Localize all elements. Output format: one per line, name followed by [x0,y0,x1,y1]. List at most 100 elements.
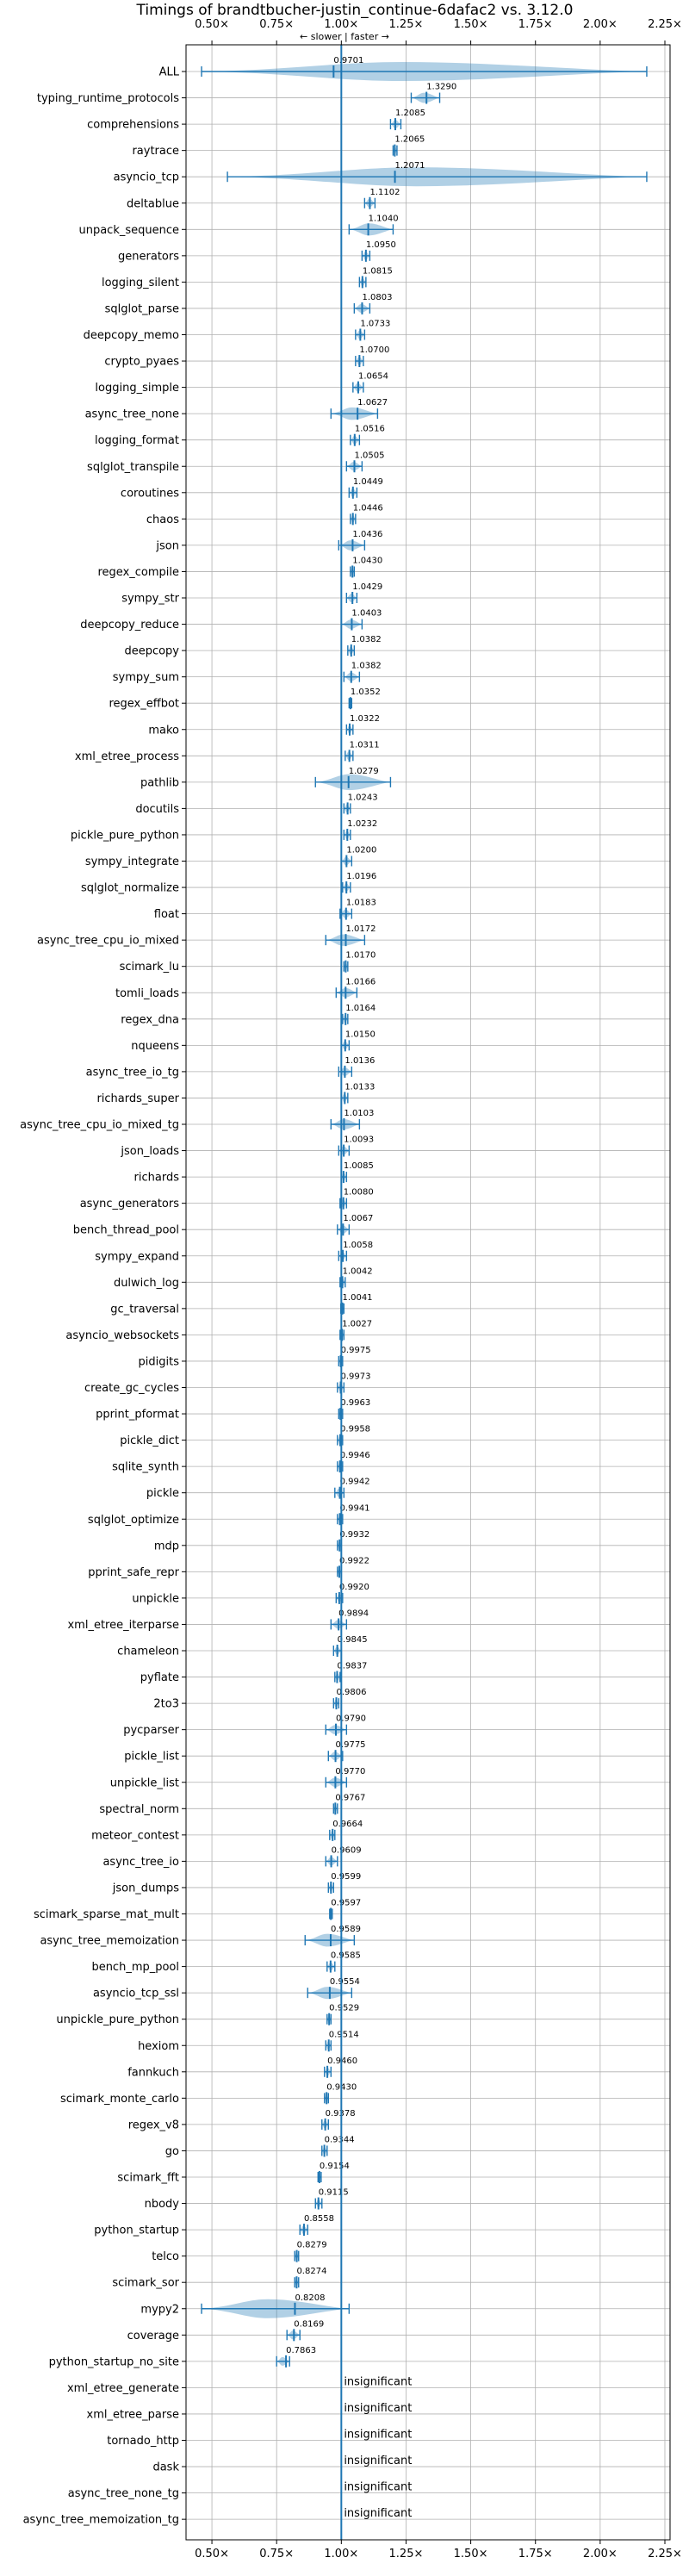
benchmark-label: regex_effbot [109,698,179,711]
benchmark-label: mako [148,724,179,737]
value-label: 0.9958 [340,1425,370,1434]
benchmark-label: async_tree_cpu_io_mixed [37,935,179,948]
value-label: 1.0170 [345,951,376,961]
value-label: 0.9920 [339,1583,369,1592]
value-label: 0.7863 [286,2346,316,2355]
y-axis-labels: ALL typing_runtime_protocols comprehension… [20,66,186,2527]
benchmark-label: mypy2 [140,2303,179,2316]
value-label: 1.0183 [346,899,376,908]
benchmark-label: 2to3 [153,1698,179,1711]
benchmark-label: mdp [154,1540,179,1552]
benchmark-label: docutils [135,803,179,816]
benchmark-label: python_startup_no_site [49,2355,179,2368]
value-label: 1.0322 [350,714,380,724]
benchmark-label: json_loads [120,1145,179,1158]
value-label: 1.0103 [344,1109,374,1118]
benchmark-label: asyncio_websockets [65,1329,179,1342]
value-label: 1.0815 [363,266,393,276]
x-tick-label-top: 0.50× [195,18,229,31]
value-label: 1.0654 [358,372,388,382]
x-tick-label-bottom: 1.00× [324,2548,358,2560]
benchmark-label: python_startup [94,2224,179,2237]
benchmark-label: scimark_fft [117,2172,179,2185]
benchmark-label: tomli_loads [115,987,179,1000]
grid-lines [186,45,670,2540]
value-label: 0.9585 [331,1951,361,1961]
x-tick-label-top: 1.75× [518,18,553,31]
plot-frame [185,44,671,2541]
value-label: 1.3290 [426,83,456,92]
benchmark-label: async_tree_cpu_io_mixed_tg [20,1119,179,1132]
benchmark-label: gc_traversal [110,1303,179,1316]
benchmark-label: richards_super [96,1092,179,1105]
value-label: 0.9806 [336,1688,366,1697]
value-label: 0.9946 [340,1451,370,1460]
x-tick-label-bottom: 2.00× [583,2548,618,2560]
benchmark-label: hexiom [138,2040,179,2053]
value-label: 1.0172 [345,924,376,934]
benchmark-label: sqlglot_normalize [81,882,179,895]
value-label: 1.0042 [343,1266,373,1276]
value-label: 1.0429 [352,582,382,592]
value-label: 1.0133 [344,1082,375,1092]
benchmark-label: logging_silent [102,277,179,289]
benchmark-label: asyncio_tcp_ssl [93,1988,179,2000]
value-label: 1.0803 [362,293,392,302]
benchmark-label: chaos [146,513,179,526]
benchmark-label: pycparser [123,1724,179,1737]
benchmark-label: pickle_list [124,1751,179,1764]
benchmark-label: bench_mp_pool [91,1961,179,1974]
benchmark-label: raytrace [132,145,179,158]
benchmark-label: logging_format [95,434,179,447]
x-axis-top: 0.50× 0.75× 1.00× 1.25× 1.50× 1.75× 2.00× 2.25× [195,18,682,45]
value-label: 1.0449 [353,477,383,487]
benchmark-label: telco [152,2250,179,2263]
value-label: 0.9599 [331,1872,361,1882]
value-label: 0.9514 [329,2030,359,2039]
value-label: 1.2071 [395,161,425,171]
value-label: 1.0058 [343,1241,373,1250]
benchmark-label: regex_dna [121,1013,179,1026]
benchmark-label: logging_simple [95,382,179,395]
value-label: 1.2085 [395,109,425,118]
x-tick-label-bottom: 0.50× [195,2548,229,2560]
value-label: 0.9344 [325,2135,355,2144]
benchmark-label: chameleon [117,1646,179,1658]
value-label: 0.9529 [329,2004,359,2013]
benchmark-label: regex_v8 [128,2119,179,2131]
benchmark-label: tornado_http [107,2435,179,2448]
value-label: 1.0085 [344,1161,374,1171]
value-label: 0.9973 [341,1372,371,1382]
benchmark-label: xml_etree_process [75,750,179,763]
value-label: 0.9775 [336,1740,366,1750]
benchmark-label: deepcopy_memo [84,329,179,342]
benchmark-label: meteor_contest [91,1829,179,1842]
value-label: 0.9894 [338,1608,369,1618]
benchmark-label: bench_thread_pool [73,1224,179,1237]
benchmark-label: pidigits [139,1355,180,1368]
benchmark-label: regex_compile [97,566,179,579]
insignificant-label: insignificant [344,2455,412,2467]
value-label: 1.0505 [354,451,384,460]
value-label: 1.0196 [346,872,376,881]
benchmark-label: sqlglot_optimize [88,1514,179,1527]
benchmark-label: typing_runtime_protocols [37,92,179,105]
value-label: 1.1040 [369,214,399,223]
benchmark-label: spectral_norm [99,1803,179,1816]
x-tick-label-top: 1.50× [454,18,488,31]
insignificant-label: insignificant [344,2429,412,2442]
chart-title: Timings of brandtbucher-justin_continue-… [136,2,574,19]
benchmark-label: sqlglot_parse [105,302,179,315]
benchmark-label: pickle [146,1487,179,1500]
benchmark-label: comprehensions [87,119,179,132]
value-label: 0.9460 [327,2056,357,2066]
value-label: 1.0136 [344,1056,375,1066]
benchmark-label: async_tree_io_tg [86,1066,179,1079]
value-label: 1.0382 [351,635,382,644]
benchmark-label: async_tree_none [85,408,179,421]
benchmark-label: pprint_pformat [96,1409,179,1422]
x-axis-bottom: 0.50× 0.75× 1.00× 1.25× 1.50× 1.75× 2.00× 2.25× [195,2540,682,2560]
value-label: 1.0950 [366,240,396,250]
benchmark-label: pathlib [140,776,179,789]
